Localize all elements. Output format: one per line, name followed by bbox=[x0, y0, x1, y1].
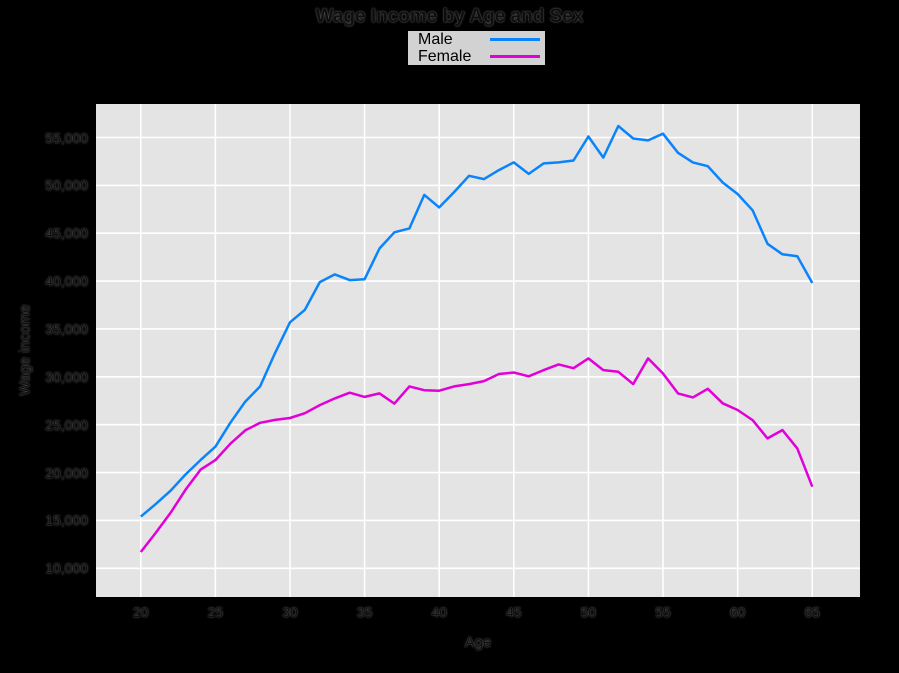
y-tick-label-30000: 30,000 bbox=[45, 368, 88, 385]
legend-label-female: Female bbox=[418, 48, 472, 65]
y-tick-label-45000: 45,000 bbox=[45, 225, 88, 242]
x-tick-label-30: 30 bbox=[282, 604, 298, 620]
plot-svg bbox=[96, 104, 860, 597]
x-tick-label-50: 50 bbox=[580, 604, 597, 620]
y-tick-label-20000: 20,000 bbox=[45, 464, 88, 481]
legend-label-male: Male bbox=[418, 31, 453, 48]
x-axis-label: Age bbox=[464, 634, 492, 651]
x-tick-label-20: 20 bbox=[132, 604, 149, 620]
female-line-swatch bbox=[490, 55, 540, 58]
x-tick-label-35: 35 bbox=[356, 604, 373, 620]
legend-item-female: Female bbox=[408, 48, 545, 65]
legend-item-male: Male bbox=[408, 31, 545, 48]
x-tick-label-40: 40 bbox=[431, 604, 447, 620]
x-tick-label-25: 25 bbox=[207, 604, 224, 620]
x-tick-label-55: 55 bbox=[655, 604, 671, 620]
y-tick-label-10000: 10,000 bbox=[45, 560, 88, 577]
chart-title: Wage Income by Age and Sex bbox=[315, 6, 584, 27]
male-line-swatch bbox=[490, 38, 540, 41]
y-tick-label-50000: 50,000 bbox=[45, 177, 88, 194]
y-tick-label-15000: 15,000 bbox=[45, 512, 88, 529]
x-tick-label-60: 60 bbox=[729, 604, 746, 620]
y-axis-label: Wage income bbox=[16, 304, 34, 396]
x-tick-label-65: 65 bbox=[804, 604, 821, 620]
y-tick-label-40000: 40,000 bbox=[45, 273, 88, 290]
legend: Male Female bbox=[408, 31, 545, 65]
x-tick-label-45: 45 bbox=[506, 604, 522, 620]
y-tick-label-55000: 55,000 bbox=[45, 129, 88, 146]
y-tick-label-35000: 35,000 bbox=[45, 320, 88, 337]
y-tick-label-25000: 25,000 bbox=[45, 416, 88, 433]
female-line-series bbox=[139, 357, 814, 553]
male-line-series bbox=[139, 124, 814, 518]
plot-area bbox=[96, 104, 860, 597]
